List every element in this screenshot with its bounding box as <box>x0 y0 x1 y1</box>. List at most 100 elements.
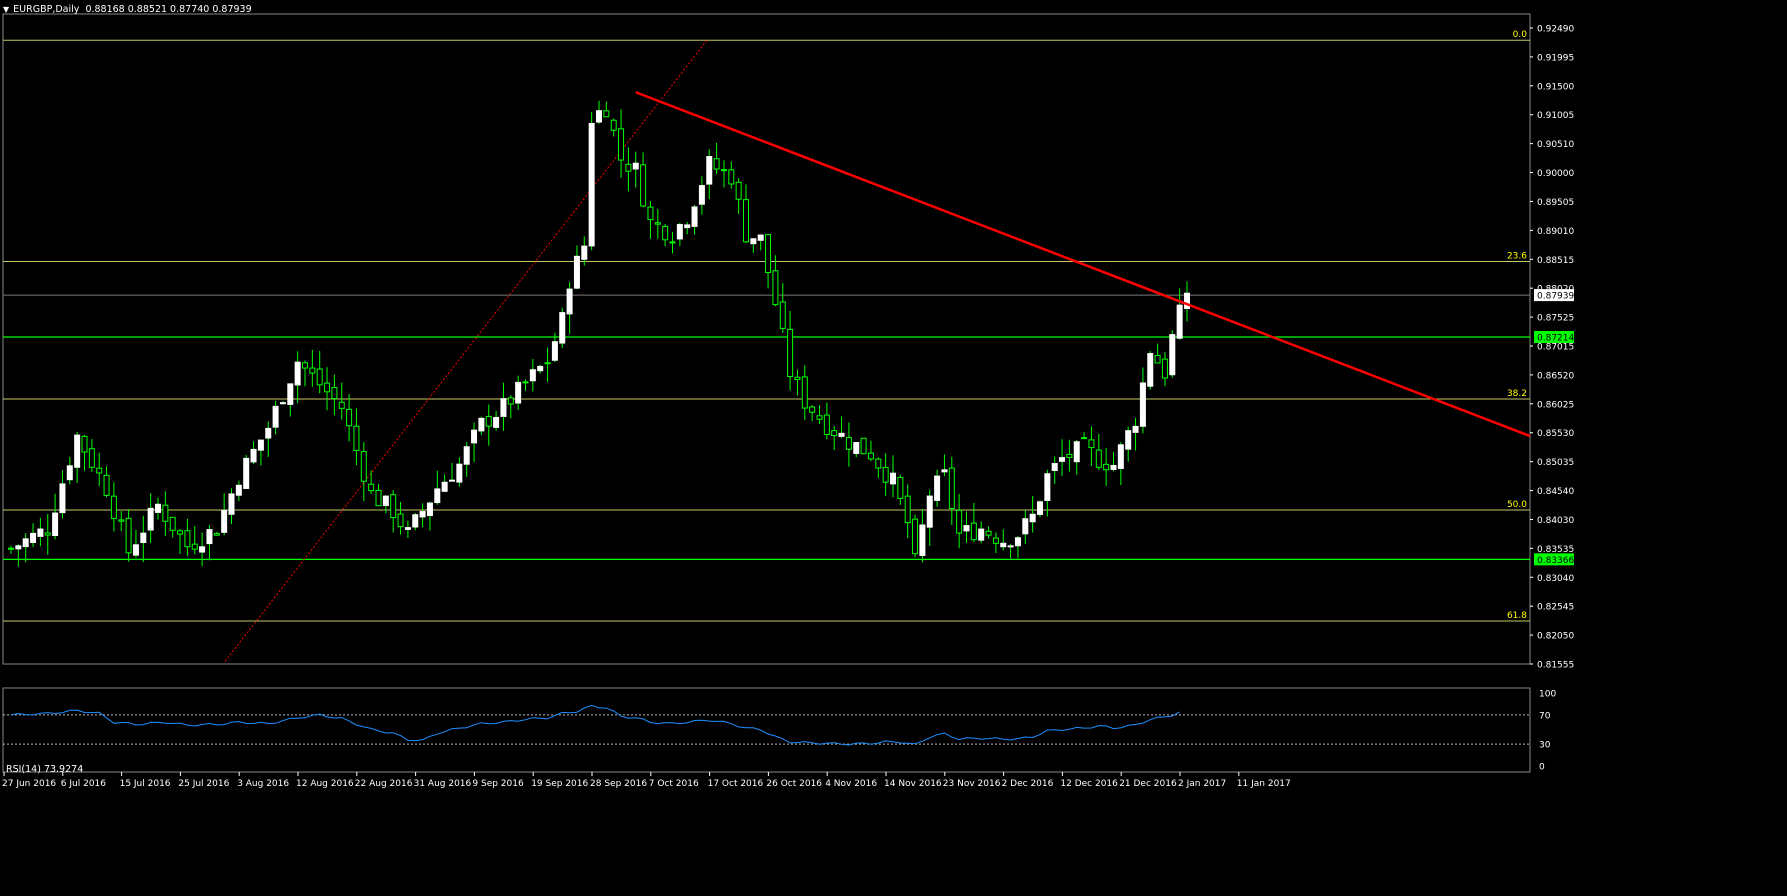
bull-candle <box>684 224 691 229</box>
bear-candle <box>720 169 727 172</box>
price-tick-label: 0.90510 <box>1537 140 1574 150</box>
bull-candle <box>1007 545 1014 548</box>
bear-candle <box>103 474 110 496</box>
chart-header[interactable]: ▼ EURGBP,Daily 0.88168 0.88521 0.87740 0.… <box>3 4 252 15</box>
bull-candle <box>1059 457 1066 462</box>
bear-candle <box>831 430 838 437</box>
bull-candle <box>434 488 441 504</box>
bear-candle <box>713 158 720 170</box>
time-tick-label: 9 Sep 2016 <box>472 779 524 789</box>
bear-candle <box>118 519 125 522</box>
bear-candle <box>779 301 786 329</box>
bear-candle <box>735 181 742 200</box>
bear-candle <box>485 415 492 427</box>
bull-candle <box>228 493 235 515</box>
trend-line[interactable] <box>635 91 1531 438</box>
time-tick-label: 28 Sep 2016 <box>590 779 647 789</box>
price-tag-background <box>1534 553 1574 566</box>
bear-candle <box>44 532 51 536</box>
bull-candle <box>1029 513 1036 523</box>
bear-candle <box>331 387 338 400</box>
symbol-label: EURGBP,Daily <box>13 4 80 15</box>
time-tick-label: 2 Dec 2016 <box>1002 779 1054 789</box>
bull-candle <box>1022 518 1029 535</box>
price-tag-label: 0.87939 <box>1537 292 1574 302</box>
bull-candle <box>1073 441 1080 463</box>
bull-candle <box>1169 334 1176 376</box>
price-axis: 0.92490 0.91995 0.91500 0.91005 0.90510 0.900… <box>1530 25 1574 671</box>
bull-candle <box>698 185 705 205</box>
bull-candle <box>287 383 294 405</box>
bull-candle <box>934 475 941 501</box>
bull-candle <box>691 206 698 227</box>
bull-candle <box>566 288 573 315</box>
bear-candle <box>522 381 529 384</box>
price-tick-label: 0.86025 <box>1537 400 1574 410</box>
bear-candle <box>309 367 316 374</box>
fib-level-label: 50.0 <box>1507 500 1527 510</box>
time-tick-label: 12 Dec 2016 <box>1060 779 1118 789</box>
bear-candle <box>316 368 323 386</box>
bear-candle <box>353 425 360 451</box>
bear-candle <box>654 222 661 225</box>
bear-candle <box>875 458 882 469</box>
red-trend-line[interactable] <box>635 91 1531 438</box>
bear-candle <box>390 494 397 519</box>
bull-candle <box>1044 473 1051 501</box>
bear-candle <box>8 547 14 550</box>
price-tick-label: 0.83535 <box>1537 545 1574 555</box>
price-tick-label: 0.89010 <box>1537 227 1574 237</box>
bull-candle <box>272 405 279 428</box>
bear-candle <box>360 451 367 482</box>
bear-candle <box>302 362 308 369</box>
price-tick-label: 0.87525 <box>1537 314 1574 324</box>
time-tick-label: 19 Sep 2016 <box>531 779 588 789</box>
time-tick-label: 3 Aug 2016 <box>237 779 289 789</box>
candles <box>8 100 1190 567</box>
bull-candle <box>250 448 257 463</box>
menu-triangle-icon[interactable]: ▼ <box>3 5 10 14</box>
bull-candle <box>493 416 500 428</box>
price-tag-label: 0.87214 <box>1537 334 1574 344</box>
bear-candle <box>338 401 345 409</box>
bear-candle <box>162 504 169 522</box>
bull-candle <box>588 122 595 247</box>
bull-candle <box>140 532 147 544</box>
bear-candle <box>845 437 852 450</box>
bull-candle <box>1125 430 1132 450</box>
bull-candle <box>74 434 81 468</box>
rsi-panel-border <box>2 687 1531 773</box>
bull-candle <box>750 238 757 245</box>
bull-candle <box>838 432 845 437</box>
bear-candle <box>1103 463 1110 471</box>
price-tick-label: 0.85035 <box>1537 458 1574 468</box>
bull-candle <box>1139 382 1146 427</box>
rsi-tick-label: 100 <box>1539 690 1556 700</box>
bull-candle <box>456 463 463 483</box>
bear-candle <box>1081 437 1088 440</box>
bull-candle <box>1000 542 1007 548</box>
time-tick-label: 14 Nov 2016 <box>884 779 942 789</box>
bear-candle <box>904 495 911 524</box>
fib-level-label: 0.0 <box>1513 30 1528 40</box>
time-tick-label: 11 Jan 2017 <box>1237 779 1291 789</box>
bull-candle <box>382 495 389 507</box>
time-tick-label: 12 Aug 2016 <box>296 779 354 789</box>
bear-candle <box>346 408 353 427</box>
time-tick-label: 2 Jan 2017 <box>1178 779 1226 789</box>
bull-candle <box>573 255 580 289</box>
bull-candle <box>1117 444 1124 469</box>
rsi-line <box>10 704 1180 746</box>
bull-candle <box>426 502 433 517</box>
bull-candle <box>926 495 933 528</box>
bull-candle <box>1132 425 1139 433</box>
time-tick-label: 7 Oct 2016 <box>649 779 699 789</box>
bull-candle <box>22 538 29 548</box>
bull-candle <box>199 546 206 553</box>
bull-candle <box>221 509 228 533</box>
bull-candle <box>1184 292 1190 309</box>
price-tag-background <box>1534 331 1574 344</box>
bear-candle <box>787 328 794 377</box>
bull-candle <box>632 162 639 170</box>
time-tick-label: 26 Oct 2016 <box>766 779 822 789</box>
